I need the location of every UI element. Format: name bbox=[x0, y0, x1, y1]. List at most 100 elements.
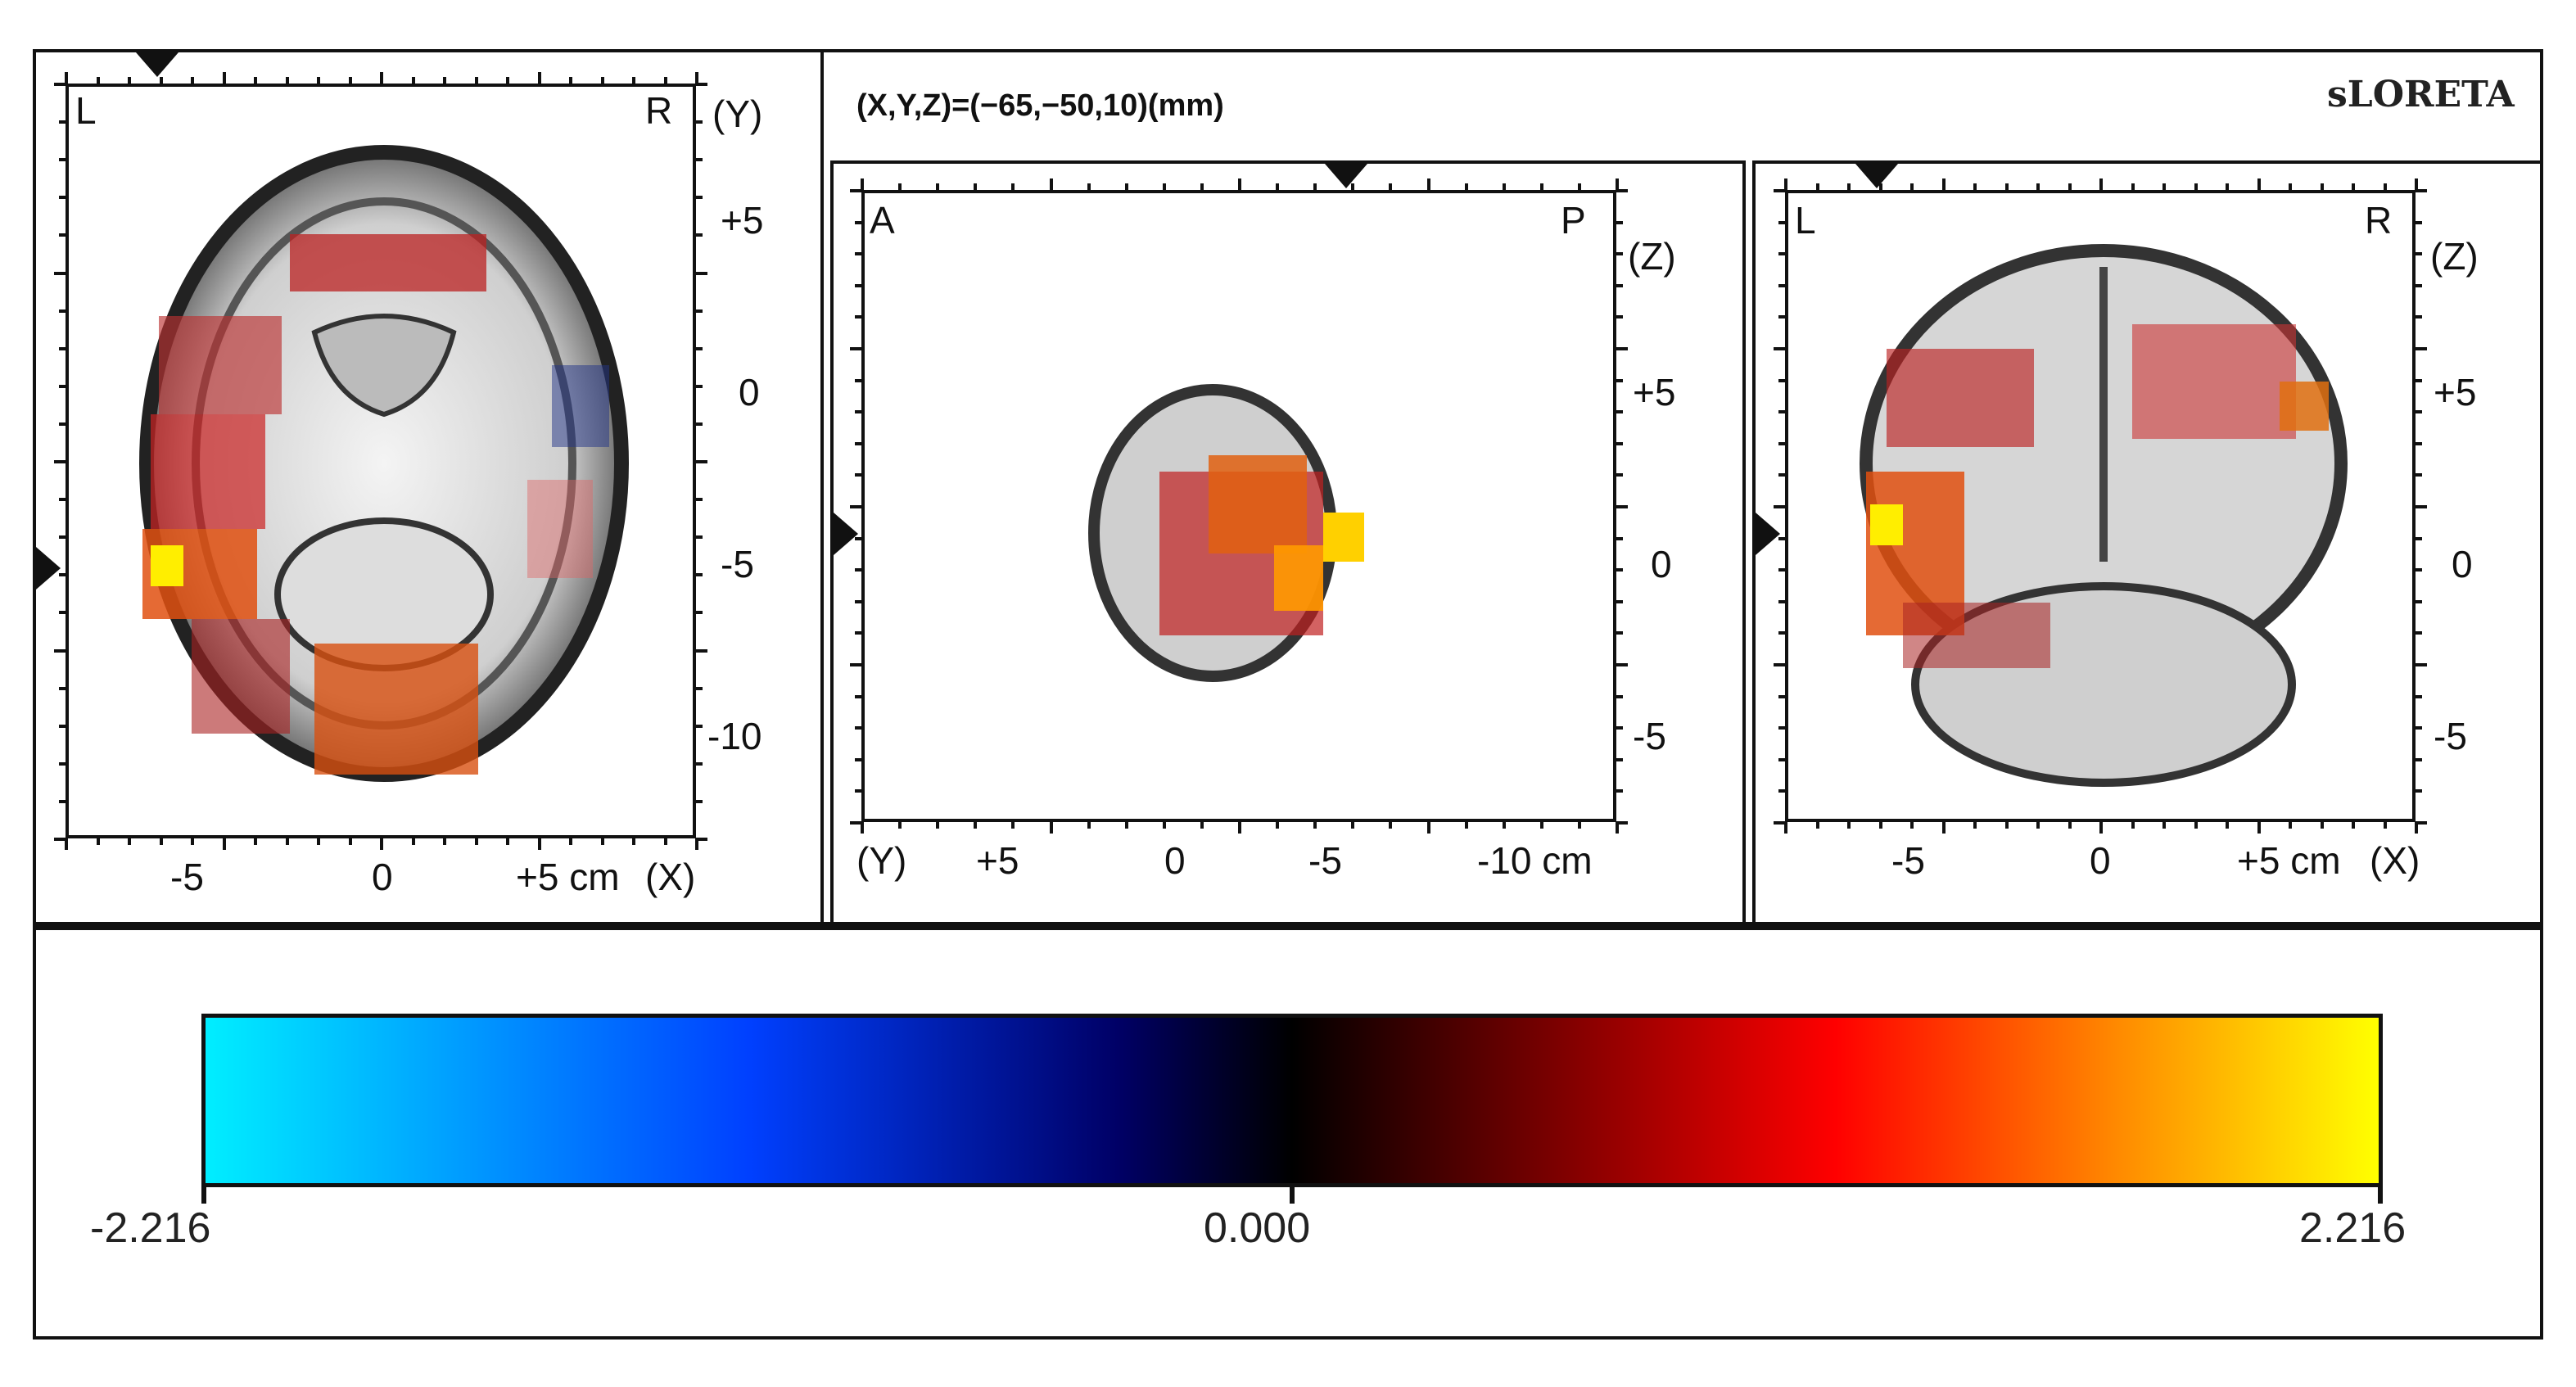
ruler-tick bbox=[1616, 599, 1623, 603]
ruler-tick bbox=[1815, 183, 1819, 190]
ruler-tick bbox=[600, 838, 604, 845]
coronal-view[interactable] bbox=[1785, 190, 2416, 822]
ruler-tick bbox=[850, 663, 861, 666]
ruler-tick bbox=[1784, 178, 1787, 190]
z-cursor-marker-icon[interactable] bbox=[834, 513, 858, 555]
ruler-tick bbox=[1616, 822, 1619, 834]
y-cursor-marker-icon[interactable] bbox=[36, 547, 61, 590]
axial-right-label: R bbox=[645, 89, 673, 132]
ruler-tick bbox=[1502, 822, 1506, 829]
ruler-tick bbox=[1200, 183, 1204, 190]
ruler-tick bbox=[54, 460, 66, 463]
sagittal-posterior-label: P bbox=[1561, 199, 1586, 242]
ruler-tick bbox=[696, 724, 703, 728]
ruler-tick bbox=[1778, 441, 1785, 445]
coronal-x-tick: 0 bbox=[2090, 839, 2111, 882]
ruler-tick bbox=[2036, 822, 2040, 829]
ruler-tick bbox=[1878, 183, 1882, 190]
ruler-tick bbox=[936, 183, 940, 190]
ruler-tick bbox=[1815, 822, 1819, 829]
ruler-tick bbox=[974, 822, 978, 829]
ruler-tick bbox=[1616, 568, 1623, 572]
ruler-tick bbox=[2004, 183, 2009, 190]
ruler-tick bbox=[443, 838, 446, 845]
y-cursor-marker-icon[interactable] bbox=[1325, 164, 1367, 188]
ruler-tick bbox=[2416, 694, 2422, 698]
sagittal-y-axis-label: (Y) bbox=[856, 839, 907, 882]
sagittal-y-tick: -10 cm bbox=[1477, 839, 1593, 882]
ruler-tick bbox=[2383, 183, 2387, 190]
ruler-tick bbox=[2416, 189, 2427, 192]
ruler-tick bbox=[663, 838, 667, 845]
ruler-tick bbox=[1616, 189, 1628, 192]
ruler-tick bbox=[96, 77, 100, 84]
ruler-tick bbox=[1616, 315, 1623, 319]
ruler-tick bbox=[2416, 757, 2422, 761]
ruler-tick bbox=[1238, 178, 1241, 190]
ruler-tick bbox=[59, 535, 66, 540]
ruler-tick bbox=[1616, 473, 1623, 477]
ruler-tick bbox=[600, 77, 604, 84]
colorbar-tick bbox=[201, 1186, 206, 1204]
ruler-tick bbox=[2320, 822, 2324, 829]
x-cursor-marker-icon[interactable] bbox=[136, 52, 179, 77]
coronal-left-label: L bbox=[1795, 199, 1816, 242]
ruler-tick bbox=[1162, 183, 1166, 190]
sagittal-view[interactable] bbox=[861, 190, 1616, 822]
ruler-tick bbox=[2416, 252, 2422, 256]
ruler-tick bbox=[898, 183, 902, 190]
axial-view[interactable] bbox=[66, 84, 696, 838]
ruler-tick bbox=[696, 83, 707, 86]
ruler-tick bbox=[1124, 183, 1128, 190]
z-cursor-marker-icon[interactable] bbox=[1756, 513, 1780, 555]
ruler-tick bbox=[861, 822, 864, 834]
ruler-tick bbox=[632, 77, 635, 84]
ruler-tick bbox=[855, 252, 861, 256]
ruler-tick bbox=[1778, 694, 1785, 698]
ruler-tick bbox=[1426, 178, 1430, 190]
ruler-tick bbox=[380, 72, 383, 84]
ruler-tick bbox=[54, 83, 66, 86]
ruler-tick bbox=[506, 838, 509, 845]
ruler-tick bbox=[1238, 822, 1241, 834]
ruler-tick bbox=[855, 410, 861, 414]
ruler-tick bbox=[2068, 822, 2072, 829]
ruler-tick bbox=[285, 838, 289, 845]
ruler-tick bbox=[850, 505, 861, 508]
ruler-tick bbox=[850, 347, 861, 350]
coronal-z-tick: -5 bbox=[2434, 715, 2467, 757]
ruler-tick bbox=[222, 72, 226, 84]
ruler-tick bbox=[2162, 183, 2166, 190]
ruler-tick bbox=[1847, 183, 1851, 190]
ruler-tick bbox=[2416, 663, 2427, 666]
ruler-tick bbox=[65, 72, 68, 84]
ruler-tick bbox=[850, 821, 861, 825]
ruler-tick bbox=[2416, 473, 2422, 477]
ruler-tick bbox=[1313, 822, 1317, 829]
ruler-tick bbox=[1778, 599, 1785, 603]
sagittal-anterior-label: A bbox=[870, 199, 895, 242]
ruler-tick bbox=[696, 573, 703, 577]
ruler-tick bbox=[2416, 599, 2422, 603]
ruler-tick bbox=[2289, 183, 2292, 190]
ruler-tick bbox=[317, 77, 320, 84]
ruler-tick bbox=[2416, 410, 2422, 414]
colorbar-tick bbox=[1290, 1186, 1295, 1204]
ruler-tick bbox=[1616, 821, 1628, 825]
ruler-tick bbox=[696, 346, 703, 350]
ruler-tick bbox=[1276, 183, 1280, 190]
ruler-tick bbox=[2416, 378, 2422, 382]
ruler-tick bbox=[696, 799, 703, 803]
axial-y-tick: -5 bbox=[721, 543, 754, 585]
ruler-tick bbox=[696, 686, 703, 690]
ruler-tick bbox=[59, 761, 66, 766]
ruler-tick bbox=[898, 822, 902, 829]
ruler-tick bbox=[632, 838, 635, 845]
ruler-tick bbox=[2383, 822, 2387, 829]
ruler-tick bbox=[1616, 178, 1619, 190]
coronal-right-label: R bbox=[2365, 199, 2393, 242]
ruler-tick bbox=[411, 77, 415, 84]
ruler-tick bbox=[855, 789, 861, 793]
x-cursor-marker-icon[interactable] bbox=[1855, 164, 1898, 188]
ruler-tick bbox=[2226, 183, 2229, 190]
